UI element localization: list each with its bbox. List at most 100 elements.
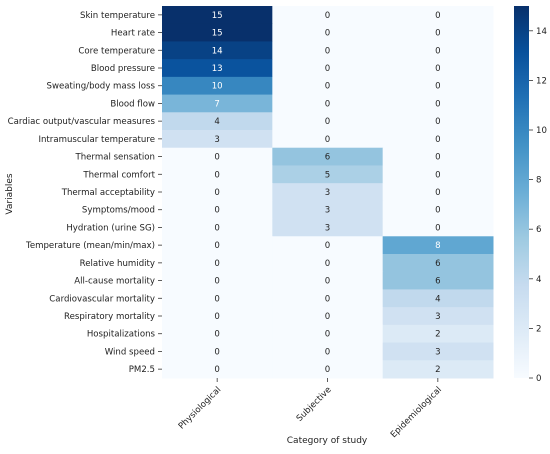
x-axis-title: Category of study	[287, 436, 368, 446]
cell-value-label: 0	[214, 223, 219, 233]
cell-value-label: 0	[435, 64, 440, 74]
cell-value-label: 0	[325, 330, 330, 340]
heatmap-cell	[272, 236, 384, 255]
heatmap-cell	[272, 130, 384, 149]
cell-value-label: 0	[214, 206, 219, 216]
heatmap-cell	[382, 112, 494, 131]
heatmap-cell	[272, 59, 384, 78]
heatmap-cell	[162, 6, 273, 25]
cell-value-label: 0	[435, 29, 440, 39]
cell-value-label: 3	[435, 312, 440, 322]
heatmap-cell	[272, 271, 384, 290]
colorbar: 0 2 4 6 8 10 12 14	[514, 6, 547, 384]
cell-value-label: 7	[214, 99, 219, 109]
cell-value-label: 0	[325, 259, 330, 269]
heatmap-cell	[272, 324, 384, 344]
heatmap-cell	[162, 112, 273, 131]
heatmap-cell	[162, 342, 273, 361]
y-tick-label: PM2.5	[129, 365, 155, 375]
y-tick-label: Symptoms/mood	[82, 206, 155, 216]
heatmap-cell	[162, 94, 273, 113]
y-tick-label: Hospitalizations	[87, 330, 156, 340]
colorbar-tick-label: 12	[536, 76, 547, 86]
cell-value-label: 0	[214, 259, 219, 269]
y-tick-label: All-cause mortality	[74, 277, 155, 287]
y-tick-label: Heart rate	[111, 29, 155, 39]
cell-value-label: 5	[325, 170, 330, 180]
cell-value-label: 0	[435, 206, 440, 216]
x-tick-label: Physiological	[177, 385, 223, 431]
cell-value-label: 0	[325, 277, 330, 287]
heatmap-cell	[272, 289, 384, 308]
heatmap-cell	[162, 218, 273, 237]
cell-value-label: 3	[214, 135, 219, 145]
cell-value-label: 6	[435, 277, 440, 287]
x-axis-ticks: Physiological Subjective Epidemiological	[177, 378, 444, 440]
colorbar-tick-label: 4	[536, 275, 541, 285]
colorbar-tick-label: 8	[536, 176, 541, 186]
heatmap-cell	[272, 200, 384, 220]
cell-value-label: 15	[212, 29, 223, 39]
cell-value-label: 0	[435, 223, 440, 233]
y-tick-label: Relative humidity	[80, 259, 155, 269]
cell-value-label: 0	[435, 82, 440, 92]
cell-value-label: 0	[214, 347, 219, 357]
cell-value-label: 0	[435, 135, 440, 145]
heatmap-cell	[272, 254, 384, 273]
cell-value-label: 0	[325, 294, 330, 304]
cell-value-label: 0	[325, 82, 330, 92]
cell-value-label: 0	[325, 347, 330, 357]
cell-value-label: 0	[435, 188, 440, 198]
cell-value-label: 0	[214, 365, 219, 375]
heatmap-cell	[382, 41, 494, 60]
cell-value-label: 15	[212, 11, 223, 21]
heatmap-cell	[162, 307, 273, 326]
x-tick-label: Epidemiological	[389, 385, 444, 440]
cell-value-label: 0	[325, 117, 330, 127]
cell-value-label: 2	[435, 365, 440, 375]
heatmap-cell	[382, 147, 494, 166]
cell-value-label: 0	[214, 330, 219, 340]
cell-value-label: 0	[325, 365, 330, 375]
cell-value-label: 0	[435, 170, 440, 180]
y-axis-ticks: Skin temperature Heart rate Core temperatu…	[8, 11, 162, 375]
cell-value-label: 0	[325, 312, 330, 322]
cell-value-label: 0	[435, 117, 440, 127]
heatmap-cell	[382, 23, 494, 42]
colorbar-tick-label: 6	[536, 225, 541, 235]
y-tick-label: Intramuscular temperature	[38, 135, 155, 145]
heatmap-cell	[382, 130, 494, 149]
cell-value-label: 3	[325, 223, 330, 233]
heatmap-cell	[162, 236, 273, 255]
heatmap-cell	[272, 147, 384, 166]
x-tick-label: Subjective	[295, 385, 334, 424]
y-tick-label: Cardiac output/vascular measures	[8, 117, 156, 127]
cell-value-label: 0	[325, 29, 330, 39]
y-tick-label: Blood pressure	[91, 64, 155, 74]
heatmap-cell	[272, 76, 384, 96]
heatmap-cell	[162, 41, 273, 60]
heatmap-cell	[382, 94, 494, 113]
cell-value-label: 0	[435, 99, 440, 109]
y-tick-label: Thermal comfort	[82, 170, 155, 180]
cell-value-label: 2	[435, 330, 440, 340]
heatmap-cell	[272, 360, 384, 379]
colorbar-tick-label: 2	[536, 324, 541, 334]
cell-value-label: 3	[325, 188, 330, 198]
heatmap-cell	[162, 165, 273, 184]
heatmap-cell	[382, 254, 494, 273]
cell-value-label: 0	[214, 153, 219, 163]
heatmap-cell	[382, 307, 494, 326]
cell-value-label: 8	[435, 241, 440, 251]
heatmap-cell	[162, 200, 273, 220]
heatmap-cell	[272, 94, 384, 113]
cell-value-label: 0	[325, 11, 330, 21]
heatmap-cell	[382, 6, 494, 25]
heatmap-cell	[382, 271, 494, 290]
cell-value-label: 0	[325, 135, 330, 145]
heatmap-cell	[162, 130, 273, 149]
heatmap-cell	[382, 76, 494, 96]
y-tick-label: Wind speed	[105, 347, 155, 357]
y-tick-label: Thermal sensation	[74, 153, 155, 163]
